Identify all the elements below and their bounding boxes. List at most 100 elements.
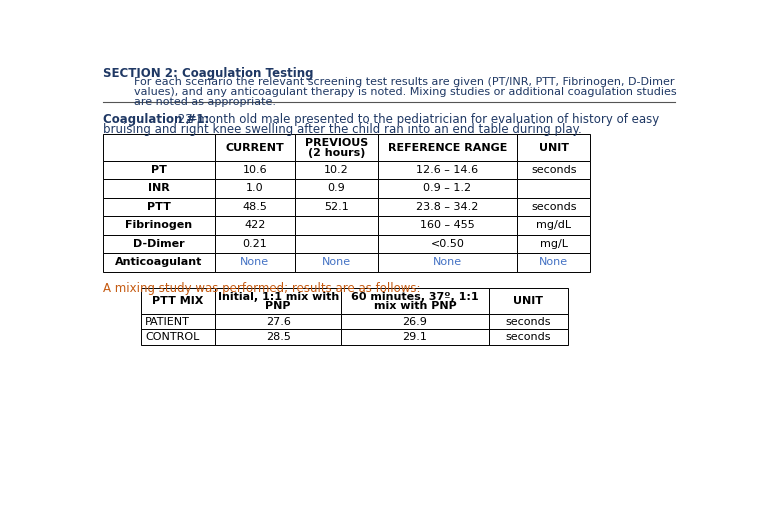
Text: mg/L: mg/L	[540, 239, 568, 249]
Bar	[517, 179, 590, 198]
Bar	[215, 329, 342, 345]
Text: are noted as appropriate.: are noted as appropriate.	[134, 97, 276, 107]
Text: Coagulation #1:: Coagulation #1:	[102, 113, 209, 126]
Text: INR: INR	[148, 183, 170, 193]
Text: 23.8 – 34.2: 23.8 – 34.2	[417, 202, 479, 212]
Text: Anticoagulant: Anticoagulant	[115, 258, 203, 267]
Text: PT: PT	[151, 165, 167, 175]
Text: 12.6 – 14.6: 12.6 – 14.6	[417, 165, 479, 175]
Text: UNIT: UNIT	[539, 143, 568, 153]
Bar	[517, 216, 590, 235]
Text: 22-month old male presented to the pediatrician for evaluation of history of eas: 22-month old male presented to the pedia…	[174, 113, 659, 126]
Bar	[517, 134, 590, 160]
Bar	[342, 329, 489, 345]
Text: 27.6: 27.6	[266, 317, 291, 327]
Text: None: None	[322, 258, 351, 267]
Bar	[215, 134, 294, 160]
Bar	[489, 314, 568, 329]
Text: 160 – 455: 160 – 455	[420, 220, 475, 230]
Bar	[215, 216, 294, 235]
Text: bruising and right knee swelling after the child ran into an end table during pl: bruising and right knee swelling after t…	[102, 123, 581, 136]
Text: PTT MIX: PTT MIX	[153, 296, 204, 306]
Text: 29.1: 29.1	[402, 332, 427, 342]
Text: None: None	[241, 258, 269, 267]
Text: 0.21: 0.21	[243, 239, 267, 249]
Text: 422: 422	[244, 220, 266, 230]
Text: CURRENT: CURRENT	[225, 143, 285, 153]
Text: 26.9: 26.9	[402, 317, 427, 327]
Text: A mixing study was performed; results are as follows:: A mixing study was performed; results ar…	[102, 282, 420, 294]
Bar	[215, 179, 294, 198]
Bar	[294, 198, 378, 216]
Text: SECTION 2: Coagulation Testing: SECTION 2: Coagulation Testing	[102, 67, 313, 80]
Text: mg/dL: mg/dL	[536, 220, 572, 230]
Bar	[294, 253, 378, 271]
Text: None: None	[433, 258, 462, 267]
Text: D-Dimer: D-Dimer	[133, 239, 184, 249]
Text: 0.9: 0.9	[327, 183, 345, 193]
Bar	[378, 179, 517, 198]
Bar	[378, 253, 517, 271]
Bar	[378, 198, 517, 216]
Bar	[517, 235, 590, 253]
Text: PTT: PTT	[147, 202, 171, 212]
Text: None: None	[539, 258, 568, 267]
Text: seconds: seconds	[505, 317, 551, 327]
Bar	[215, 235, 294, 253]
Bar	[102, 160, 215, 179]
Bar	[215, 160, 294, 179]
Bar	[517, 198, 590, 216]
Bar	[342, 288, 489, 314]
Bar	[215, 198, 294, 216]
Bar	[102, 198, 215, 216]
Bar	[141, 329, 215, 345]
Bar	[294, 235, 378, 253]
Text: 1.0: 1.0	[246, 183, 263, 193]
Bar	[294, 134, 378, 160]
Text: mix with PNP: mix with PNP	[373, 301, 456, 311]
Text: Initial, 1:1 mix with: Initial, 1:1 mix with	[218, 292, 339, 301]
Text: seconds: seconds	[531, 165, 576, 175]
Text: REFERENCE RANGE: REFERENCE RANGE	[388, 143, 507, 153]
Bar	[378, 134, 517, 160]
Bar	[215, 314, 342, 329]
Bar	[102, 253, 215, 271]
Bar	[102, 216, 215, 235]
Bar	[489, 329, 568, 345]
Text: 60 minutes, 37º, 1:1: 60 minutes, 37º, 1:1	[351, 292, 479, 301]
Text: 0.9 – 1.2: 0.9 – 1.2	[424, 183, 471, 193]
Text: 10.2: 10.2	[324, 165, 348, 175]
Text: PREVIOUS: PREVIOUS	[304, 138, 368, 148]
Bar	[141, 288, 215, 314]
Bar	[517, 253, 590, 271]
Text: For each scenario the relevant screening test results are given (PT/INR, PTT, Fi: For each scenario the relevant screening…	[134, 77, 674, 87]
Bar	[489, 288, 568, 314]
Bar	[102, 235, 215, 253]
Bar	[294, 160, 378, 179]
Bar	[517, 160, 590, 179]
Text: (2 hours): (2 hours)	[307, 148, 365, 157]
Text: values), and any anticoagulant therapy is noted. Mixing studies or additional co: values), and any anticoagulant therapy i…	[134, 87, 676, 97]
Text: 28.5: 28.5	[266, 332, 291, 342]
Bar	[378, 235, 517, 253]
Text: CONTROL: CONTROL	[145, 332, 200, 342]
Text: UNIT: UNIT	[513, 296, 543, 306]
Bar	[141, 314, 215, 329]
Text: seconds: seconds	[531, 202, 576, 212]
Text: 10.6: 10.6	[243, 165, 267, 175]
Text: PNP: PNP	[266, 301, 291, 311]
Bar	[215, 288, 342, 314]
Bar	[294, 216, 378, 235]
Bar	[215, 253, 294, 271]
Bar	[378, 216, 517, 235]
Text: <0.50: <0.50	[430, 239, 465, 249]
Text: 52.1: 52.1	[324, 202, 348, 212]
Bar	[378, 160, 517, 179]
Bar	[342, 314, 489, 329]
Text: seconds: seconds	[505, 332, 551, 342]
Bar	[102, 134, 215, 160]
Text: PATIENT: PATIENT	[145, 317, 190, 327]
Bar	[294, 179, 378, 198]
Text: Fibrinogen: Fibrinogen	[125, 220, 192, 230]
Bar	[102, 179, 215, 198]
